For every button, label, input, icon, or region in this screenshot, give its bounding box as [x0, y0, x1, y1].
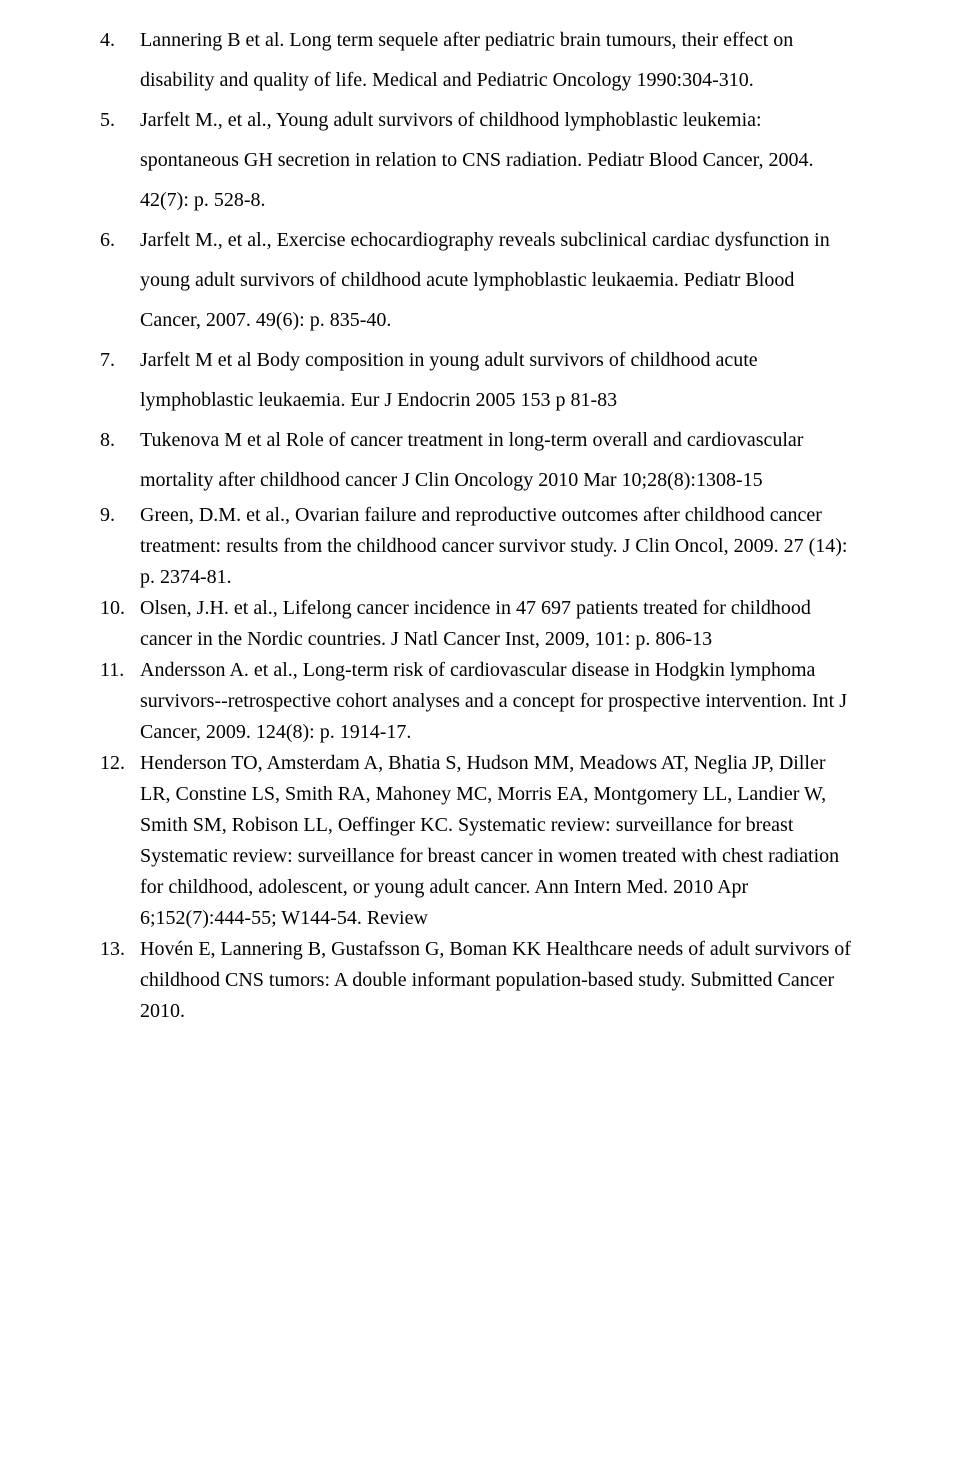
reference-item: 9. Green, D.M. et al., Ovarian failure an…: [100, 500, 860, 593]
reference-item: 10. Olsen, J.H. et al., Lifelong cancer i…: [100, 593, 860, 655]
reference-list: 4. Lannering B et al. Long term sequele a…: [100, 20, 860, 1027]
reference-number: 6.: [100, 220, 115, 260]
reference-text: Henderson TO, Amsterdam A, Bhatia S, Hud…: [140, 752, 839, 929]
reference-text: Olsen, J.H. et al., Lifelong cancer inci…: [140, 597, 811, 650]
reference-number: 13.: [100, 934, 125, 965]
reference-item: 4. Lannering B et al. Long term sequele a…: [100, 20, 860, 100]
reference-number: 5.: [100, 100, 115, 140]
reference-text: Jarfelt M., et al., Exercise echocardiog…: [140, 229, 830, 331]
reference-text: Tukenova M et al Role of cancer treatmen…: [140, 429, 803, 491]
reference-text: Jarfelt M., et al., Young adult survivor…: [140, 109, 814, 211]
reference-number: 8.: [100, 420, 115, 460]
reference-item: 5. Jarfelt M., et al., Young adult surviv…: [100, 100, 860, 220]
reference-number: 11.: [100, 655, 124, 686]
reference-item: 12. Henderson TO, Amsterdam A, Bhatia S, …: [100, 748, 860, 934]
reference-item: 13. Hovén E, Lannering B, Gustafsson G, B…: [100, 934, 860, 1027]
reference-item: 6. Jarfelt M., et al., Exercise echocardi…: [100, 220, 860, 340]
reference-number: 10.: [100, 593, 125, 624]
reference-item: 8. Tukenova M et al Role of cancer treatm…: [100, 420, 860, 500]
reference-number: 12.: [100, 748, 125, 779]
reference-text: Andersson A. et al., Long-term risk of c…: [140, 659, 847, 743]
reference-number: 4.: [100, 20, 115, 60]
reference-number: 7.: [100, 340, 115, 380]
reference-item: 11. Andersson A. et al., Long-term risk o…: [100, 655, 860, 748]
reference-text: Lannering B et al. Long term sequele aft…: [140, 29, 793, 91]
reference-text: Jarfelt M et al Body composition in youn…: [140, 349, 758, 411]
reference-item: 7. Jarfelt M et al Body composition in yo…: [100, 340, 860, 420]
page: 4. Lannering B et al. Long term sequele a…: [0, 0, 960, 1047]
reference-text: Hovén E, Lannering B, Gustafsson G, Boma…: [140, 938, 851, 1022]
reference-number: 9.: [100, 500, 115, 531]
reference-text: Green, D.M. et al., Ovarian failure and …: [140, 504, 847, 588]
